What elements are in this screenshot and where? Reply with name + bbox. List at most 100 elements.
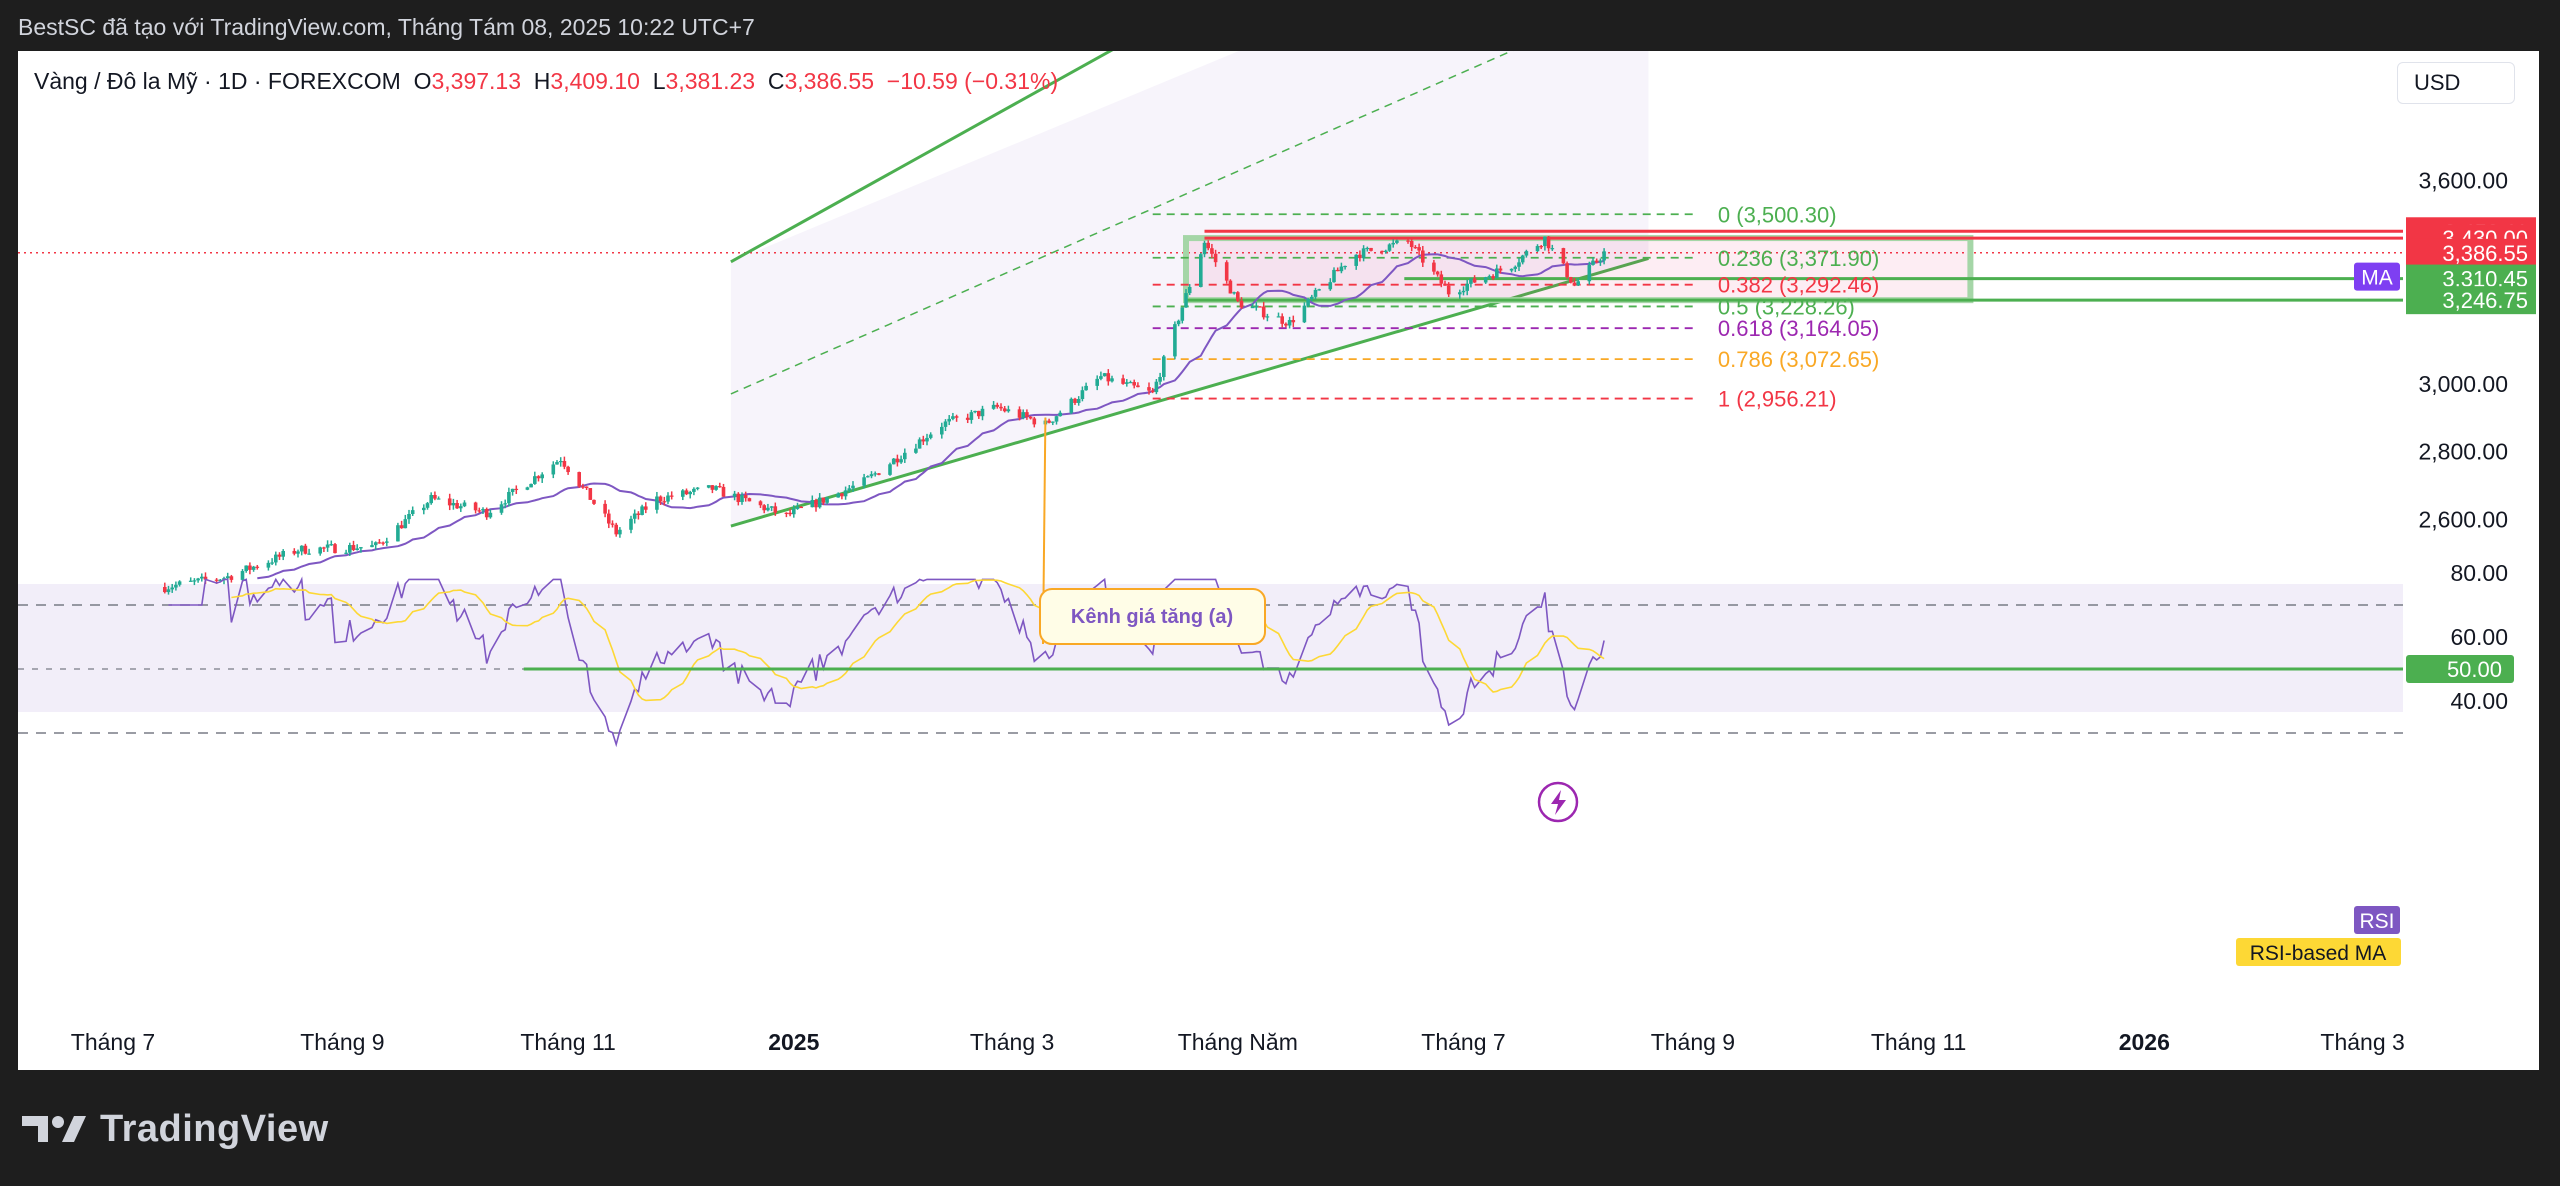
candle-body: [810, 500, 815, 508]
candle-body: [1602, 251, 1606, 261]
candle-body: [814, 500, 818, 508]
candle-body: [203, 576, 208, 580]
candle-body: [610, 523, 615, 525]
candle-body: [1261, 306, 1266, 318]
candle-body: [758, 501, 763, 506]
candle-body: [1202, 242, 1207, 255]
legend-high-label: H: [533, 68, 551, 94]
candle-body: [307, 553, 311, 555]
candle-body: [740, 494, 744, 503]
candle-body: [325, 544, 330, 548]
candle-body: [1154, 381, 1159, 393]
candle-body: [1594, 260, 1599, 263]
candle-body: [718, 486, 722, 488]
candle-body: [1432, 262, 1436, 272]
candle-body: [510, 488, 515, 492]
candle-body: [947, 418, 951, 422]
candle-body: [1406, 240, 1410, 242]
candle-body: [592, 499, 596, 504]
candle-body: [525, 487, 530, 490]
candle-body: [607, 513, 611, 524]
candle-body: [743, 494, 748, 499]
candle-body: [1550, 248, 1555, 250]
candle-body: [348, 545, 352, 553]
candle-body: [1591, 260, 1595, 265]
candle-body: [1106, 373, 1111, 382]
candle-body: [747, 498, 752, 502]
candle-body: [1539, 246, 1543, 248]
candle-body: [1250, 306, 1255, 309]
legend-open: 3,397.13: [431, 68, 522, 94]
candle-body: [1021, 412, 1025, 418]
moving-average-line: [257, 253, 1605, 580]
chart-panel[interactable]: 0 (3,500.30) 0.236 (3,371.90) 0.382 (3,292…: [18, 51, 2539, 1070]
rsi-badge: [2354, 906, 2400, 934]
time-axis-label: 2025: [768, 1029, 819, 1055]
candle-body: [1173, 324, 1177, 357]
price-axis-label: 2,600.00: [2418, 506, 2508, 532]
candle-body: [799, 506, 803, 509]
candle-body: [1291, 320, 1296, 323]
rsi-level-label: 50.00: [2447, 657, 2502, 682]
symbol-legend: Vàng / Đô la Mỹ · 1D · FOREXCOM O3,397.1…: [34, 68, 1058, 95]
candle-body: [422, 507, 426, 511]
candle-body: [1132, 382, 1136, 386]
candle-body: [825, 497, 829, 503]
candle-body: [533, 476, 537, 484]
candle-body: [1017, 409, 1022, 418]
rsi-ma-line: [231, 579, 1605, 702]
brand-footer: TradingView: [22, 1108, 329, 1151]
candle-body: [925, 437, 929, 442]
candle-body: [899, 459, 903, 463]
candle-body: [558, 461, 563, 463]
annotation-text: Kênh giá tăng (a): [1071, 606, 1233, 628]
candle-body: [163, 587, 167, 593]
candle-body: [951, 416, 955, 419]
candle-body: [1265, 316, 1270, 318]
candle-body: [488, 512, 493, 518]
candle-body: [1287, 320, 1292, 326]
rsi-line: [168, 576, 1605, 748]
candle-body: [1025, 412, 1029, 417]
candle-body: [943, 421, 948, 427]
candle-body: [836, 493, 840, 498]
rsi-level-tag: [2406, 655, 2514, 683]
candle-body: [514, 488, 519, 491]
candle-body: [692, 488, 696, 492]
candle-body: [555, 462, 559, 465]
candle-body: [481, 508, 485, 511]
candle-body: [1084, 385, 1088, 391]
candle-body: [200, 576, 204, 579]
candle-body: [684, 490, 689, 495]
candle-body: [1136, 385, 1140, 388]
candle-body: [584, 486, 589, 489]
candle-body: [455, 502, 459, 509]
candle-body: [666, 495, 670, 502]
candle-body: [566, 466, 570, 473]
candle-body: [895, 458, 900, 463]
candle-body: [1335, 269, 1340, 272]
candle-body: [296, 551, 300, 554]
fib-level-label: 0.786 (3,072.65): [1718, 347, 1879, 372]
candle-body: [1095, 378, 1099, 386]
candle-body: [1187, 286, 1192, 294]
candle-body: [969, 412, 974, 420]
candle-body: [503, 503, 507, 505]
time-axis-label: 2026: [2119, 1029, 2170, 1055]
candle-body: [658, 496, 663, 502]
ma-badge: [2354, 262, 2400, 291]
chart-canvas[interactable]: 0 (3,500.30) 0.236 (3,371.90)0.382 (3,292…: [18, 51, 2539, 1070]
candle-body: [1254, 306, 1259, 308]
candle-body: [351, 545, 356, 550]
candle-body: [999, 406, 1003, 409]
price-tag-label: 3,246.75: [2442, 288, 2528, 313]
candle-body: [1276, 316, 1281, 318]
candle-body: [1162, 356, 1166, 377]
candle-body: [225, 576, 230, 579]
candle-body: [655, 496, 659, 510]
currency-selector[interactable]: USD: [2397, 62, 2515, 104]
fib-level-label: 1 (2,956.21): [1718, 387, 1837, 412]
candle-body: [433, 494, 437, 499]
candle-body: [1102, 373, 1107, 377]
candle-body: [1469, 278, 1473, 284]
